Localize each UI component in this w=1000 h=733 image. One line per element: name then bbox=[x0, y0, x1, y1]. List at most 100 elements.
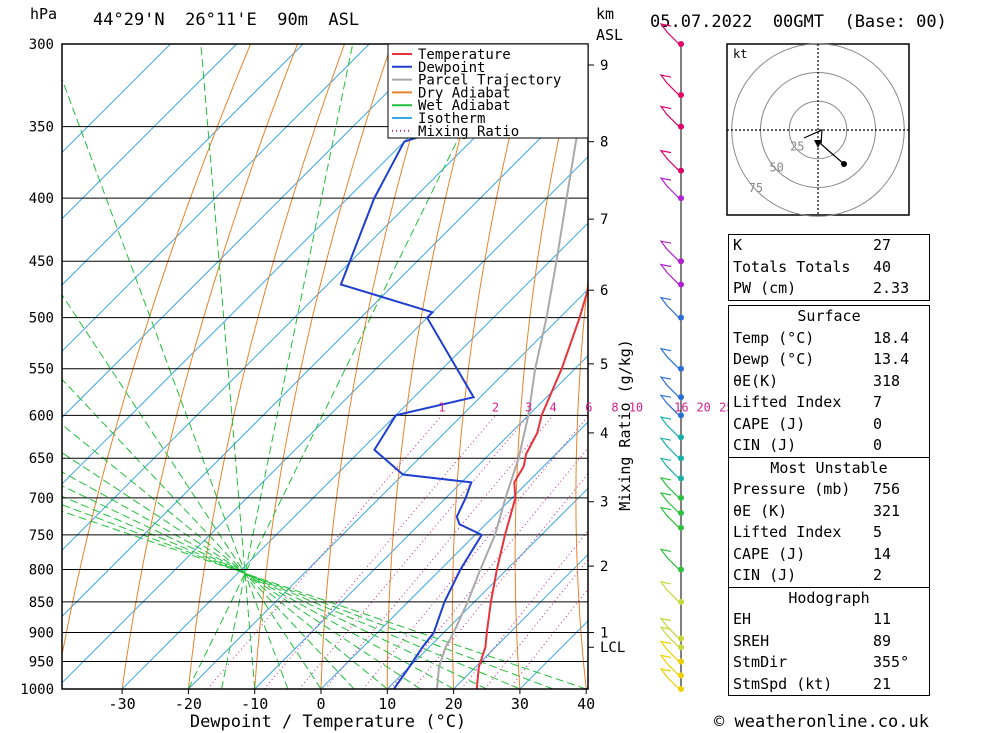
legend-label: Isotherm bbox=[418, 111, 485, 127]
surface-value: 0 bbox=[873, 414, 883, 433]
wind-level-dot bbox=[678, 167, 684, 174]
wind-level-dot bbox=[678, 41, 684, 47]
most-unstable-value: 5 bbox=[873, 523, 883, 541]
legend-label: Mixing Ratio bbox=[418, 124, 519, 140]
mixing-ratio-line bbox=[324, 414, 554, 689]
pressure-tick-label: 600 bbox=[29, 408, 54, 424]
wind-barb bbox=[659, 581, 680, 603]
asl-axis-unit: ASL bbox=[596, 26, 624, 44]
isotherm-line bbox=[453, 553, 588, 689]
wind-barb bbox=[659, 457, 680, 479]
dry-adiabat-line bbox=[692, 44, 721, 689]
wind-level-dot bbox=[678, 412, 684, 419]
hpa-axis-unit: hPa bbox=[30, 5, 58, 23]
series-line-dewpoint bbox=[339, 44, 552, 689]
k-index-label: K bbox=[733, 236, 743, 254]
wind-level-dot bbox=[678, 635, 684, 642]
most-unstable-value: 2 bbox=[873, 566, 883, 584]
legend-label: Parcel Trajectory bbox=[418, 73, 561, 89]
index-table: K 27 Totals Totals 40 PW (cm) 2.33 bbox=[728, 234, 930, 301]
temp-tick-label: -10 bbox=[241, 695, 268, 713]
km-tick-label: 1 bbox=[600, 626, 608, 642]
most-unstable-value: 14 bbox=[873, 544, 892, 563]
km-tick-label: 6 bbox=[600, 283, 608, 299]
wind-level-dot bbox=[678, 494, 684, 501]
hodograph-ring-label: 25 bbox=[790, 140, 804, 154]
surface-label: θE(K) bbox=[733, 371, 779, 390]
copyright-footer[interactable]: © weatheronline.co.uk bbox=[714, 712, 929, 732]
surface-table: Surface Temp (°C) 18.4 Dewp (°C) 13.4 θE(K… bbox=[728, 305, 930, 696]
pressure-tick-label: 750 bbox=[29, 528, 54, 544]
hodograph-ring-label: 50 bbox=[769, 160, 783, 174]
surface-label: CAPE (J) bbox=[733, 414, 806, 433]
most-unstable-label: Lifted Index bbox=[733, 523, 842, 541]
pressure-tick-label: 700 bbox=[29, 491, 54, 507]
temp-tick-label: -20 bbox=[175, 695, 202, 713]
wind-barb bbox=[659, 626, 680, 648]
hodograph-ring-label: 75 bbox=[749, 181, 763, 195]
legend-box bbox=[387, 43, 589, 139]
temp-tick-label: 0 bbox=[316, 695, 325, 713]
pressure-tick-label: 450 bbox=[29, 254, 54, 270]
wind-barb bbox=[659, 506, 680, 529]
most-unstable-title: Most Unstable bbox=[729, 456, 929, 480]
pressure-tick-label: 950 bbox=[29, 655, 54, 671]
hodograph-unit-label: kt bbox=[733, 47, 747, 61]
hodograph-stats-label: SREH bbox=[733, 631, 770, 650]
wet-adiabat-line bbox=[62, 77, 289, 689]
wind-barb bbox=[659, 376, 680, 398]
pressure-tick-label: 900 bbox=[29, 626, 54, 642]
mixing-ratio-line bbox=[207, 414, 443, 689]
most-unstable-value: 756 bbox=[873, 480, 901, 498]
most-unstable-value: 321 bbox=[873, 501, 901, 520]
wet-adiabat-line bbox=[187, 44, 506, 689]
isotherm-line bbox=[320, 421, 588, 689]
wind-level-dot bbox=[678, 434, 684, 441]
legend-label: Wet Adiabat bbox=[418, 98, 511, 114]
totals-totals-label: Totals Totals bbox=[733, 257, 851, 276]
dry-adiabat-line bbox=[954, 44, 1000, 689]
wind-level-dot bbox=[678, 524, 684, 531]
temp-tick-label: 20 bbox=[445, 695, 463, 713]
wind-barb bbox=[659, 548, 680, 570]
km-tick-label: 4 bbox=[600, 426, 608, 442]
wet-adiabat-line bbox=[62, 510, 587, 689]
hodograph-trace bbox=[803, 129, 845, 165]
surface-value: 0 bbox=[873, 436, 883, 454]
wind-level-dot bbox=[678, 123, 684, 130]
isotherm-line bbox=[62, 44, 171, 154]
series-line-temperature bbox=[475, 285, 588, 689]
mixing-ratio-label: 10 bbox=[629, 400, 643, 414]
km-tick-label: 9 bbox=[600, 58, 608, 74]
legend-label: Temperature bbox=[418, 47, 511, 63]
wind-level-dot bbox=[678, 598, 684, 605]
dry-adiabat-line bbox=[635, 44, 674, 689]
mixing-ratio-line bbox=[362, 415, 588, 689]
wind-level-dot bbox=[678, 510, 684, 517]
surface-value: 13.4 bbox=[873, 350, 910, 368]
wind-barb bbox=[659, 23, 680, 45]
pw-value: 2.33 bbox=[873, 279, 910, 297]
isotherm-line bbox=[62, 156, 588, 684]
wind-barb bbox=[659, 296, 680, 319]
pressure-tick-label: 350 bbox=[29, 120, 54, 136]
isotherm-line bbox=[62, 44, 370, 353]
most-unstable-label: Pressure (mb) bbox=[733, 480, 851, 498]
hodograph-stats-value: 21 bbox=[873, 674, 892, 693]
wind-level-dot bbox=[678, 672, 684, 679]
wind-barb bbox=[659, 492, 680, 514]
wind-level-dot bbox=[678, 195, 684, 202]
station-location: 44°29'N 26°11'E 90m ASL bbox=[93, 10, 360, 30]
wind-level-dot bbox=[678, 686, 684, 692]
series-line-parcel-trajectory bbox=[436, 72, 588, 689]
surface-label: Temp (°C) bbox=[733, 328, 815, 347]
wind-barb bbox=[659, 477, 680, 499]
km-tick-label: LCL bbox=[600, 640, 625, 656]
hodograph-stats-title: Hodograph bbox=[729, 586, 929, 610]
temp-tick-label: 10 bbox=[378, 695, 396, 713]
mixing-ratio-line bbox=[460, 530, 588, 689]
mixing-ratio-label: 3 bbox=[525, 400, 532, 414]
pressure-tick-label: 550 bbox=[29, 362, 54, 378]
wet-adiabat-line bbox=[62, 504, 554, 689]
